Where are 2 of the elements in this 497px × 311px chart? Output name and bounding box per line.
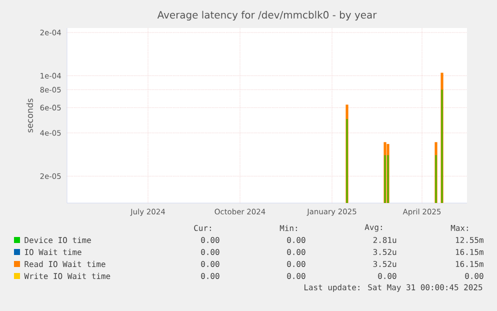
y-axis-title: seconds [26, 98, 33, 132]
chart-title: Average latency for /dev/mmcblk0 - by year [157, 10, 377, 21]
